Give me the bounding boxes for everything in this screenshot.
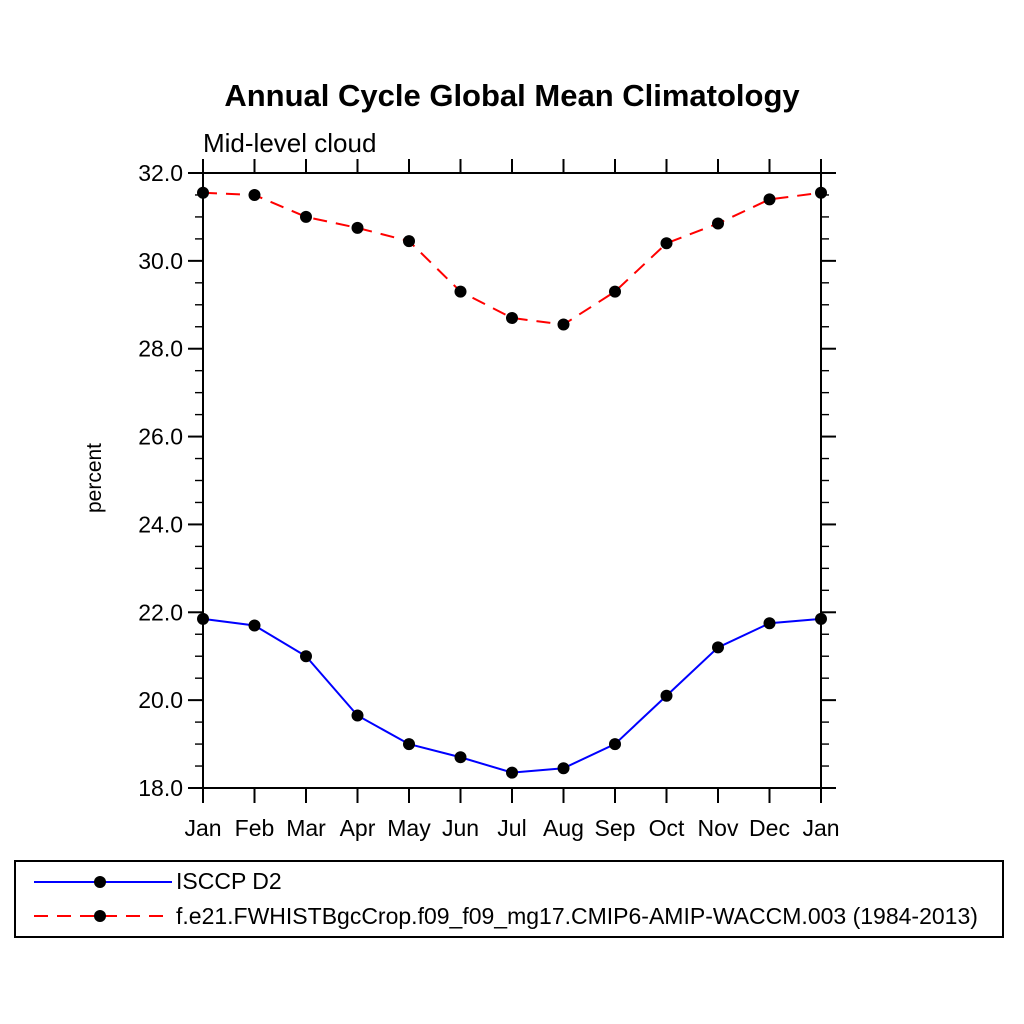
y-tick-label: 22.0 <box>138 599 183 625</box>
series <box>197 186 827 779</box>
data-point-marker <box>506 311 518 324</box>
model-line-sample-icon <box>34 910 172 923</box>
legend-row-model: f.e21.FWHISTBgcCrop.f09_f09_mg17.CMIP6-A… <box>16 899 1002 933</box>
data-point-marker <box>403 235 415 248</box>
data-point-marker <box>248 619 261 632</box>
data-point-marker <box>197 186 209 199</box>
data-point-marker <box>712 641 724 654</box>
plot-frame <box>202 172 822 789</box>
chart-title: Annual Cycle Global Mean Climatology <box>224 78 800 113</box>
axes: 18.0 20.0 22.0 24.0 26.0 28.0 30.0 32.0 Jan Feb Ma… <box>138 159 840 841</box>
legend-row-isccp: ISCCP D2 <box>16 865 1002 899</box>
data-point-marker <box>712 217 724 230</box>
data-point-marker <box>197 612 209 625</box>
y-tick-label: 18.0 <box>138 775 183 801</box>
legend-marker-dot-icon <box>94 910 106 923</box>
x-tick-label: Aug <box>543 815 584 841</box>
data-point-marker <box>660 237 673 250</box>
data-point-marker <box>351 221 364 234</box>
data-point-marker <box>557 318 570 331</box>
legend-marker-dot-icon <box>94 875 106 888</box>
chart-subtitle: Mid-level cloud <box>203 128 376 158</box>
x-tick-label: Nov <box>698 815 739 841</box>
x-tick-label: Jan <box>802 815 839 841</box>
x-tick-label: Feb <box>235 815 275 841</box>
data-point-marker <box>609 738 621 751</box>
data-point-marker <box>351 709 364 722</box>
x-tick-label: Dec <box>749 815 790 841</box>
data-point-marker <box>609 285 621 298</box>
data-point-marker <box>403 738 415 751</box>
x-tick-label: Oct <box>649 815 685 841</box>
data-point-marker <box>248 188 261 201</box>
data-point-marker <box>454 285 467 298</box>
y-axis-label: percent <box>83 443 106 513</box>
x-tick-label: May <box>387 815 431 841</box>
data-point-marker <box>815 612 827 625</box>
data-point-marker <box>300 650 312 663</box>
y-tick-label: 26.0 <box>138 424 183 450</box>
series-line-1 <box>202 191 822 326</box>
y-tick-label: 20.0 <box>138 687 183 713</box>
legend-label-model: f.e21.FWHISTBgcCrop.f09_f09_mg17.CMIP6-A… <box>176 902 978 929</box>
x-tick-label: Jul <box>497 815 526 841</box>
x-tick-label: Jan <box>184 815 221 841</box>
x-tick-label: Jun <box>442 815 479 841</box>
data-point-marker <box>763 617 776 630</box>
data-point-marker <box>557 762 570 775</box>
x-tick-label: Sep <box>595 815 636 841</box>
y-tick-label: 28.0 <box>138 336 183 362</box>
legend: ISCCP D2 f.e21.FWHISTBgcCrop.f09_f09_mg1… <box>14 860 1004 938</box>
x-tick-label: Apr <box>340 815 376 841</box>
data-point-marker <box>506 766 518 779</box>
data-point-marker <box>815 186 827 199</box>
y-tick-label: 32.0 <box>138 160 183 186</box>
y-tick-label: 24.0 <box>138 511 183 537</box>
data-point-marker <box>454 751 467 764</box>
series-line-0 <box>202 617 822 774</box>
legend-label-isccp: ISCCP D2 <box>176 868 282 895</box>
isccp-line-sample-icon <box>34 875 172 888</box>
data-point-marker <box>763 193 776 206</box>
data-point-marker <box>660 689 673 702</box>
x-tick-label: Mar <box>286 815 326 841</box>
y-tick-label: 30.0 <box>138 248 183 274</box>
data-point-marker <box>300 210 312 223</box>
